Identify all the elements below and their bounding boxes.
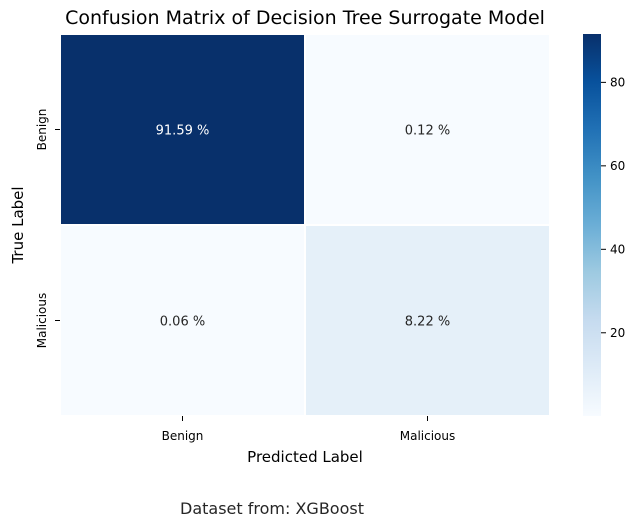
y-axis-label: True Label <box>9 186 27 264</box>
cell-value-label: 8.22 % <box>405 315 450 330</box>
heatmap-cell-labels: 91.59 % 0.12 % 0.06 % 8.22 % <box>156 124 451 330</box>
x-tick-label: Malicious <box>400 429 456 443</box>
colorbar-tick-label: 40 <box>610 242 625 256</box>
colorbar-tick-label: 60 <box>610 159 625 173</box>
colorbar-tick-label: 20 <box>610 326 625 340</box>
colorbar-ticks: 20 40 60 80 <box>601 75 625 340</box>
y-axis-ticks: Benign Malicious <box>35 109 60 349</box>
x-axis-ticks: Benign Malicious <box>162 416 456 443</box>
heatmap-cell <box>59 224 306 417</box>
y-tick-label: Malicious <box>35 293 49 349</box>
heatmap-cell <box>304 224 551 417</box>
colorbar <box>583 34 601 416</box>
dataset-caption: Dataset from: XGBoost <box>180 499 364 518</box>
x-axis-label: Predicted Label <box>247 448 363 466</box>
cell-value-label: 0.06 % <box>160 315 205 330</box>
heatmap-cells <box>59 33 551 417</box>
x-tick-label: Benign <box>162 429 204 443</box>
y-tick-label: Benign <box>35 109 49 151</box>
heatmap-cell <box>304 33 551 226</box>
colorbar-tick-label: 80 <box>610 75 625 89</box>
chart-title: Confusion Matrix of Decision Tree Surrog… <box>65 7 545 29</box>
cell-value-label: 91.59 % <box>156 124 210 139</box>
heatmap-cell <box>59 33 306 226</box>
cell-value-label: 0.12 % <box>405 124 450 139</box>
